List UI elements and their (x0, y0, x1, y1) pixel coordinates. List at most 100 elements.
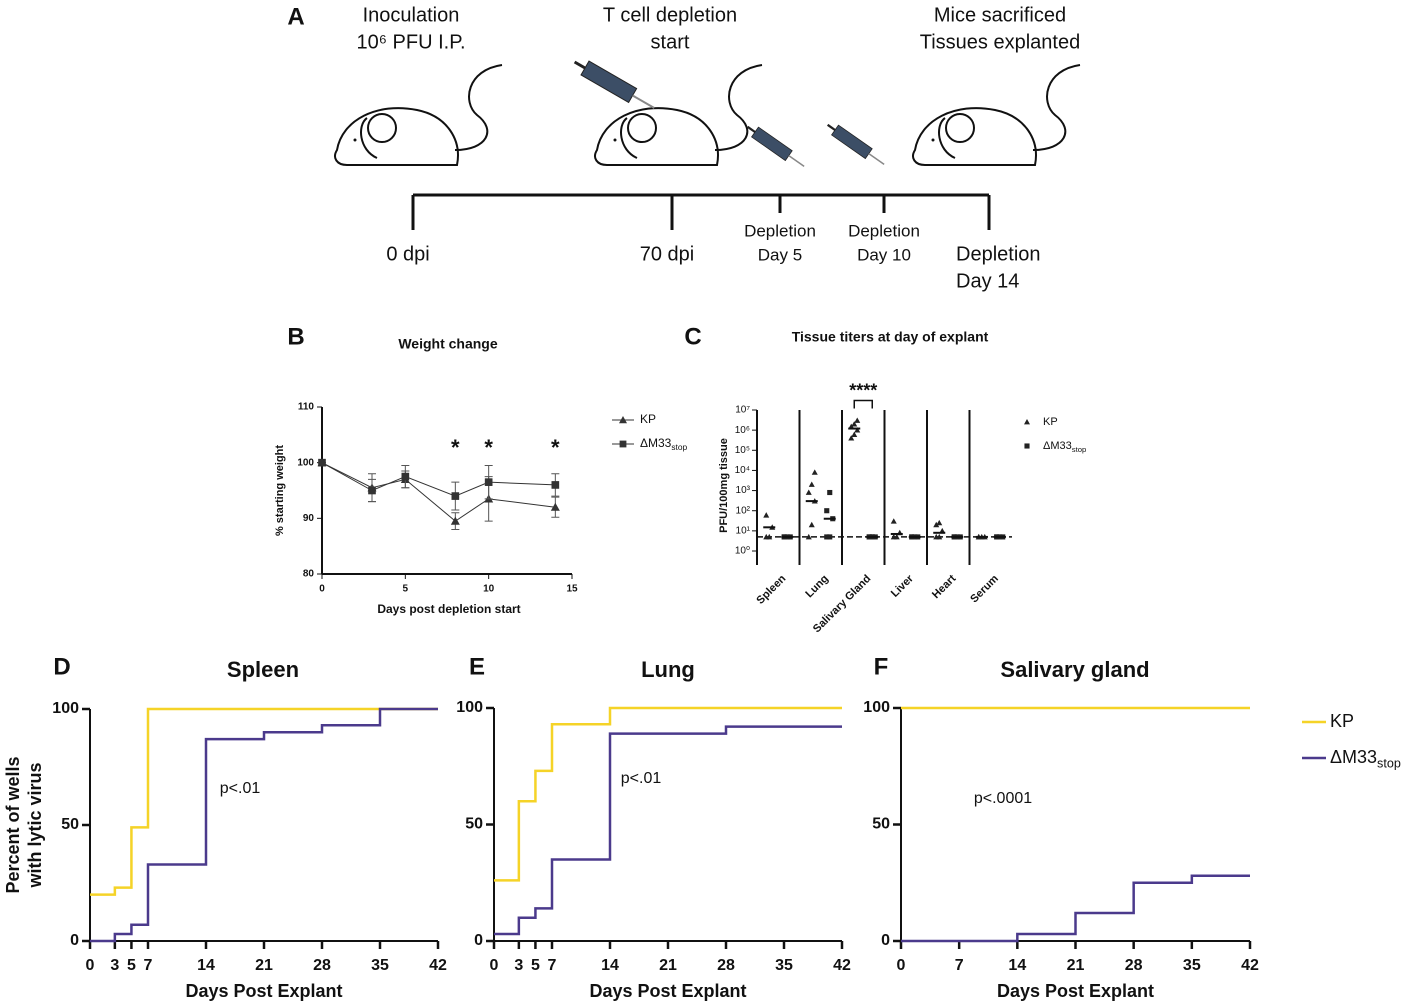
marker (893, 533, 900, 540)
panel-label: D (53, 653, 70, 680)
syringe-icon (569, 53, 660, 117)
y-axis-title: PFU/100mg tissue (718, 438, 730, 533)
marker (827, 534, 833, 540)
x-tick-label: 3 (514, 957, 523, 974)
marker (851, 421, 858, 427)
marker (763, 512, 770, 518)
x-tick-label: 0 (490, 957, 499, 974)
series-line (321, 462, 556, 522)
x-tick-label: 28 (1125, 957, 1143, 974)
marker (805, 533, 812, 540)
x-tick-label: 35 (1183, 957, 1201, 974)
y-tick-label: 90 (303, 513, 315, 524)
x-tick-label: 14 (601, 957, 619, 974)
panel-label: A (287, 3, 304, 30)
x-tick-label: 7 (955, 957, 964, 974)
step-line (90, 707, 438, 943)
x-tick-label: 0 (897, 957, 906, 974)
marker (851, 431, 858, 438)
x-axis-title: Days post depletion start (377, 602, 520, 616)
y-tick-label: 10⁶ (735, 425, 750, 436)
marker (1024, 419, 1030, 425)
x-axis-title: Days Post Explant (185, 981, 342, 1001)
marker (854, 427, 861, 433)
x-tick-label: 10 (483, 584, 495, 595)
panel-label: C (684, 323, 701, 350)
timeline-label: Depletion (956, 243, 1041, 265)
x-tick-label: 14 (1008, 957, 1026, 974)
panel-label: F (874, 653, 889, 680)
legend-label: ΔM33stop (640, 436, 688, 452)
legend-label: ΔM33stop (1330, 747, 1401, 771)
marker (401, 472, 410, 481)
marker (451, 492, 460, 500)
step-label: Inoculation (363, 4, 460, 26)
y-tick-label: 10⁰ (735, 546, 750, 557)
y-axis-title: with lytic virus (25, 762, 45, 888)
step-label: T cell depletion (603, 4, 737, 26)
annotation: * (484, 435, 493, 460)
marker (808, 481, 815, 487)
panel-label: E (469, 653, 485, 680)
x-axis-title: Days Post Explant (997, 981, 1154, 1001)
step-line (90, 707, 438, 896)
legend-name: KP (1043, 416, 1058, 428)
timeline-label: Day 10 (857, 245, 911, 264)
y-tick-label: 100 (456, 699, 483, 716)
marker (827, 489, 833, 496)
x-tick-label: 7 (144, 957, 153, 974)
x-tick-label: Serum (968, 573, 1001, 606)
legend-name: KP (1330, 711, 1354, 731)
timeline-label: Day 5 (758, 245, 802, 264)
x-tick-label: 42 (429, 957, 447, 974)
marker (811, 469, 818, 475)
marker (848, 435, 855, 441)
marker (936, 519, 943, 526)
step-line (494, 725, 842, 936)
x-tick-label: Liver (889, 572, 917, 600)
annotation: p<.01 (220, 780, 261, 797)
x-tick-label: 21 (255, 957, 273, 974)
timeline-label: Depletion (744, 221, 816, 240)
y-tick-label: 100 (297, 457, 314, 468)
marker (805, 489, 812, 495)
marker (808, 521, 815, 528)
x-tick-label: 3 (110, 957, 119, 974)
legend-label: KP (1330, 711, 1354, 731)
y-tick-label: 80 (303, 569, 315, 580)
annotation: p<.0001 (974, 790, 1032, 807)
legend-name: ΔM33 (640, 436, 672, 450)
significance-bracket (853, 399, 873, 409)
y-tick-label: 0 (474, 932, 483, 949)
chart-title: Weight change (398, 336, 498, 352)
x-tick-label: 7 (548, 957, 557, 974)
marker (368, 486, 376, 495)
y-tick-label: 50 (61, 816, 79, 833)
step-label: start (651, 31, 690, 53)
x-tick-label: 42 (1241, 957, 1259, 974)
x-tick-label: 35 (775, 957, 793, 974)
timeline-label: 70 dpi (640, 243, 695, 265)
mouse-icon (912, 64, 1081, 166)
y-tick-label: 50 (872, 816, 890, 833)
marker (484, 478, 493, 486)
marker (619, 440, 627, 448)
chart-title: Lung (641, 657, 695, 682)
step-label: 10⁶ PFU I.P. (356, 31, 465, 53)
x-tick-label: 0 (86, 957, 95, 974)
x-tick-label: 15 (566, 584, 578, 595)
legend-label: KP (640, 412, 656, 426)
step-line (901, 874, 1250, 943)
syringe-icon (823, 118, 889, 171)
marker (550, 502, 560, 511)
chart-title: Salivary gland (1000, 657, 1149, 682)
marker (619, 416, 627, 424)
x-tick-label: 21 (1067, 957, 1085, 974)
marker (824, 508, 830, 514)
x-tick-label: 14 (197, 957, 215, 974)
marker (824, 534, 830, 540)
significance-label: **** (849, 380, 877, 400)
marker (854, 417, 861, 423)
